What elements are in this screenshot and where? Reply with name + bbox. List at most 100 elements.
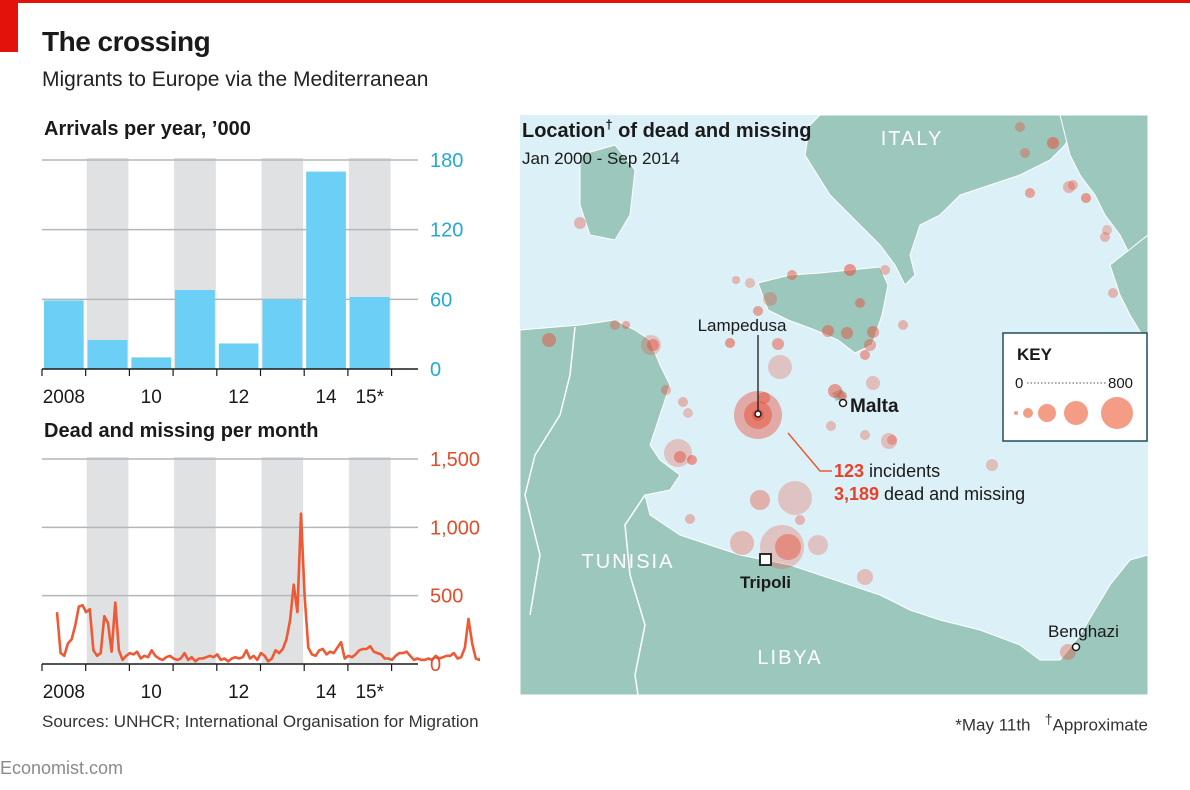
incident-bubble [674,451,686,463]
chart-title: The crossing [42,26,211,57]
sicily [757,266,889,354]
tripoli-marker [759,553,772,566]
incident-bubble [826,421,836,431]
incident-bubble [730,531,754,555]
map-subtitle: Jan 2000 - Sep 2014 [522,149,680,168]
malta-marker [838,398,848,408]
x-tick-label: 12 [228,682,249,703]
x-tick-label: 12 [228,387,249,408]
bar-2014 [306,171,346,369]
callout-leader [787,432,832,472]
incident-bubble [844,264,856,276]
x-tick-label: 2008 [43,387,85,408]
incident-bubble [898,320,908,330]
y-tick-label: 500 [430,586,463,608]
label-tripoli: Tripoli [740,573,791,592]
economist-brand: Economist.com [0,758,124,778]
year-shade [174,457,216,664]
map-title: Location† of dead and missing [522,117,812,142]
y-tick-label: 1,500 [430,449,480,471]
bar-2011 [175,290,215,369]
bar-chart-title: Arrivals per year, ’000 [44,118,251,140]
incident-bubble [768,355,792,379]
incident-bubble [775,534,801,560]
incident-bubble [1020,148,1030,158]
incident-bubble [1081,193,1091,203]
footnote-dagger-mark: † [1044,712,1053,728]
footnotes: *May 11th †Approximate [955,712,1148,736]
x-tick-label: 10 [141,682,162,703]
benghazi-marker [1071,642,1081,652]
bar-2012 [218,343,259,369]
label-libya: LIBYA [757,647,822,669]
incident-bubble [1063,181,1075,193]
incident-bubble [750,490,770,510]
bar-2013 [262,299,303,369]
incident-bubble [745,278,755,288]
tunisia-libya-border [624,494,646,695]
callout-dead: 3,189 dead and missing [834,484,1025,504]
incident-bubble [664,439,692,467]
map-key: KEY 0 800 [1002,332,1148,442]
incident-bubble [841,327,853,339]
incident-bubble [880,265,890,275]
italy-heel [1059,115,1148,286]
incident-bubble [622,321,630,329]
label-italy: ITALY [881,128,944,150]
incident-bubble [1100,232,1110,242]
sardinia [579,144,636,241]
lampedusa-marker [754,410,762,418]
bar-2015* [349,297,390,369]
incident-bubble [808,535,828,555]
label-benghazi: Benghazi [1048,622,1119,641]
incident-bubble [1015,122,1025,132]
chart-subtitle: Migrants to Europe via the Mediterranean [42,68,429,91]
label-lampedusa: Lampedusa [698,316,787,335]
incident-bubble [772,338,784,350]
key-title: KEY [1017,345,1053,364]
incident-bubble [986,459,998,471]
greece-coast [1109,234,1148,346]
label-malta: Malta [850,396,899,417]
incident-bubble [860,430,870,440]
arrivals-bar-chart: 180 120 60 0 2008 10 12 14 15* [41,150,463,408]
incident-bubble [758,392,770,404]
incident-bubble [1102,225,1112,235]
incident-bubble [685,514,695,524]
dead-missing-line-chart: 1,500 1,000 500 0 2008 10 12 14 15* [41,449,480,703]
incident-bubble [1025,188,1035,198]
incident-bubble [828,384,842,398]
y-tick-label: 0 [430,654,441,676]
x-tick-label: 10 [141,387,162,408]
incident-bubble [822,325,834,337]
incident-bubble [778,481,812,515]
y-tick-label: 0 [430,359,441,381]
sources-note: Sources: UNHCR; International Organisati… [42,712,479,731]
incident-bubble [725,338,735,348]
incident-bubble [687,455,697,465]
incident-bubble [864,339,876,351]
footnote-dagger: Approximate [1052,715,1148,735]
label-tunisia: TUNISIA [582,551,675,573]
incident-bubble [647,339,659,351]
incident-bubble [542,333,556,347]
incident-bubble [641,335,661,355]
callout-incidents: 123 incidents [834,461,940,481]
incident-bubble [683,408,693,418]
y-tick-label: 120 [430,220,463,242]
incident-bubble [866,376,880,390]
x-tick-label: 15* [355,682,384,703]
series-line-dead-missing [55,512,480,663]
year-shade [348,457,391,664]
incident-bubble [753,306,763,316]
bar-2008 [44,300,84,369]
year-shade [261,457,304,664]
incident-bubble [1047,137,1059,149]
incident-bubble [881,433,897,449]
y-tick-label: 180 [430,150,463,172]
key-min: 0 [1015,375,1023,392]
bar-2009 [87,339,128,369]
incident-bubble [795,515,805,525]
top-red-rule [0,0,1190,3]
incident-bubble [1108,288,1118,298]
